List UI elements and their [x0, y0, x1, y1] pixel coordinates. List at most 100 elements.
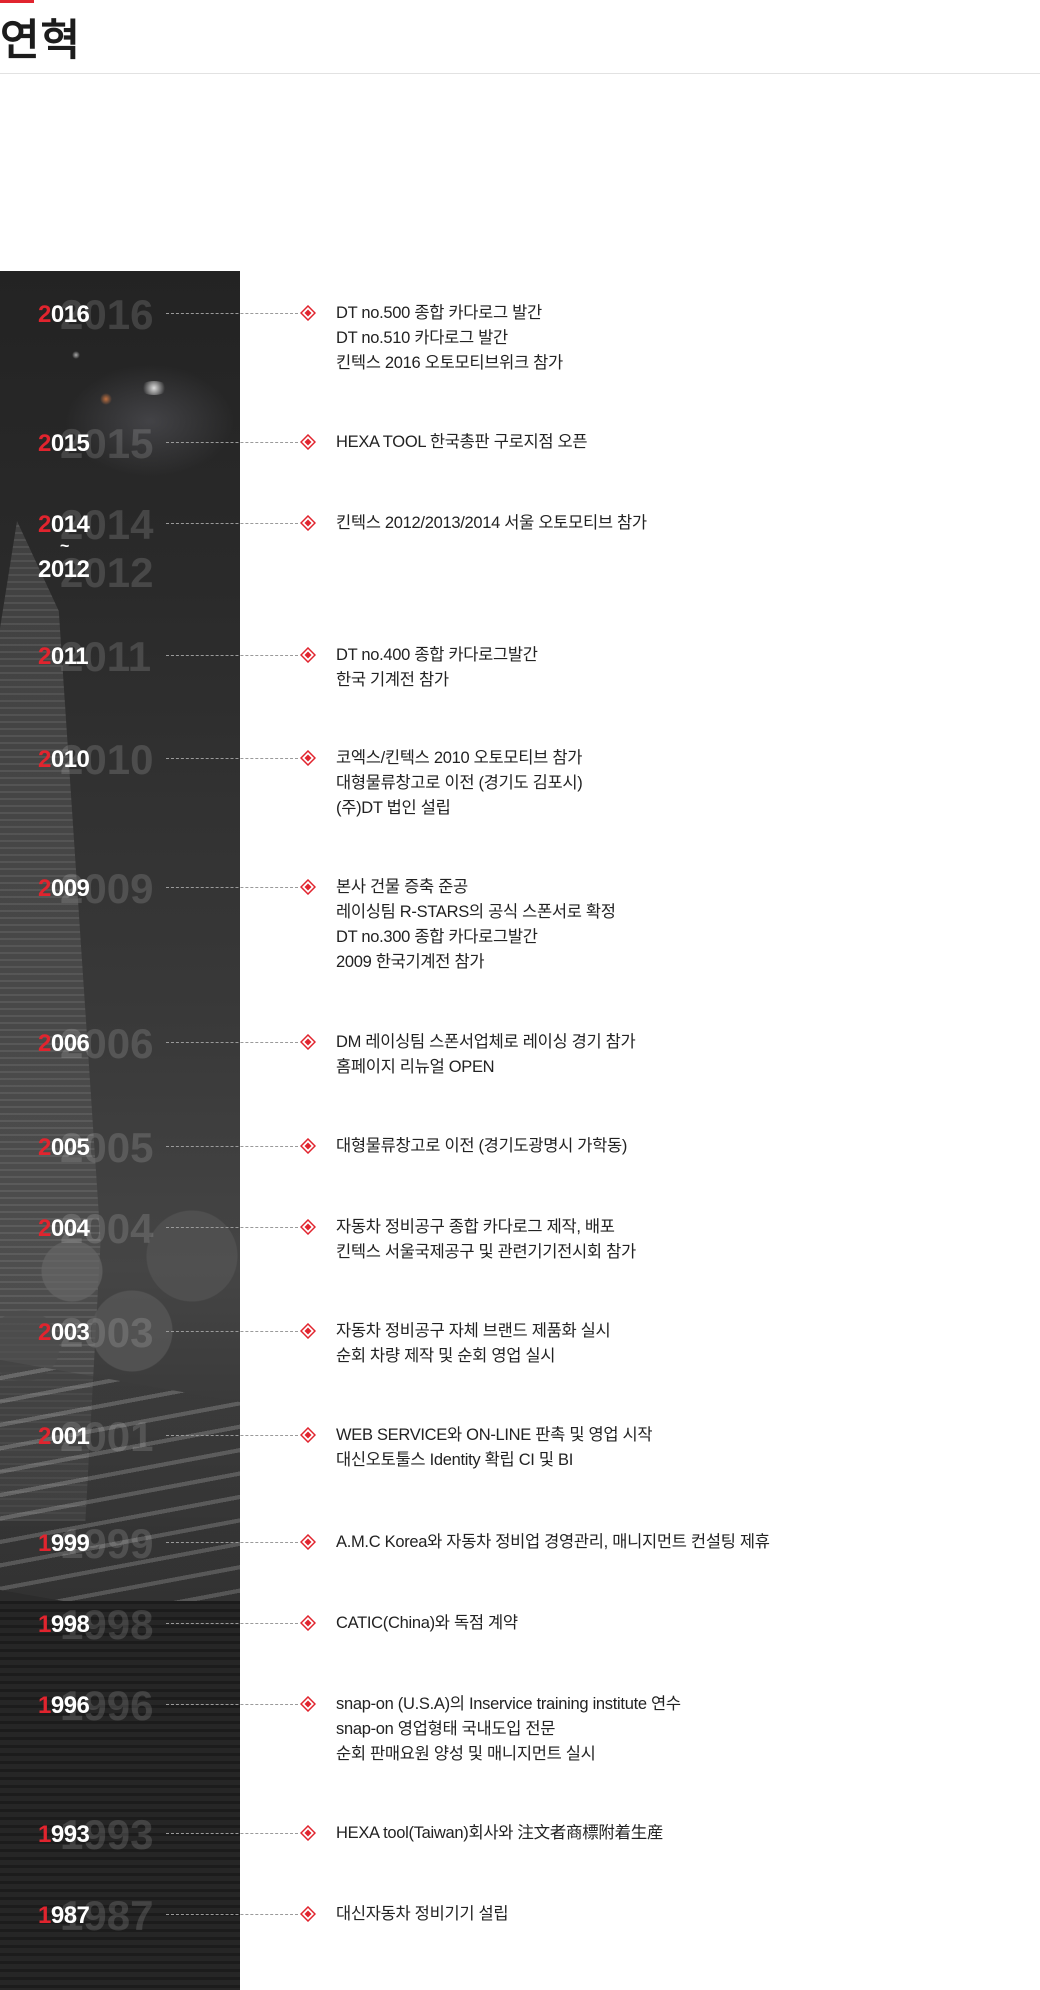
diamond-marker-icon — [300, 1615, 316, 1631]
year-watermark: 1999 — [60, 1520, 154, 1567]
diamond-marker-icon — [300, 1906, 316, 1922]
event-list: WEB SERVICE와 ON-LINE 판촉 및 영업 시작 대신오토툴스 Id… — [336, 1423, 1016, 1473]
event-item: HEXA tool(Taiwan)회사와 注文者商標附着生産 — [336, 1824, 664, 1842]
lens-flare — [100, 393, 112, 405]
event-list: 킨텍스 2012/2013/2014 서울 오토모티브 참가 — [336, 511, 1016, 536]
year-first-digit: 2 — [38, 746, 51, 773]
timeline-connector-line — [166, 442, 298, 443]
event-item: snap-on (U.S.A)의 Inservice training inst… — [336, 1695, 681, 1713]
year-rest-digits: 005 — [50, 1134, 90, 1161]
event-list: 자동차 정비공구 종합 카다로그 제작, 배포 킨텍스 서울국제공구 및 관련기기… — [336, 1215, 1016, 1265]
event-list: HEXA TOOL 한국총판 구로지점 오픈 — [336, 430, 1016, 455]
event-list: DT no.400 종합 카다로그발간 한국 기계전 참가 — [336, 643, 1016, 693]
year-first-digit: 2 — [38, 301, 51, 328]
year-watermark: 2006 — [60, 1020, 154, 1067]
year-first-digit: 2 — [38, 1134, 51, 1161]
year-first-digit: 2 — [38, 1030, 51, 1057]
year-rest-digits: 006 — [50, 1030, 90, 1057]
diamond-marker-icon — [300, 1034, 316, 1050]
year-rest-digits: 993 — [50, 1821, 90, 1848]
timeline-connector-line — [166, 1146, 298, 1147]
diamond-marker-icon — [300, 1825, 316, 1841]
diamond-marker-icon — [300, 1323, 316, 1339]
year-label: 2009 — [38, 873, 168, 904]
water-image — [0, 1601, 240, 1990]
event-item: 코엑스/킨텍스 2010 오토모티브 참가 — [336, 749, 583, 767]
year-watermark: 2005 — [60, 1124, 154, 1171]
diamond-marker-icon — [300, 305, 316, 321]
lens-flare — [140, 381, 168, 395]
timeline-connector-line — [166, 1042, 298, 1043]
year-watermark: 1996 — [60, 1682, 154, 1729]
year-rest-digits: 987 — [50, 1902, 90, 1929]
event-item: CATIC(China)와 독점 계약 — [336, 1614, 518, 1632]
event-item: HEXA TOOL 한국총판 구로지점 오픈 — [336, 433, 588, 451]
page-title: 연혁 — [0, 16, 82, 66]
year-first-digit: 1 — [38, 1611, 51, 1638]
year-first-digit: 2 — [38, 643, 51, 670]
year-label: 2015 — [38, 428, 168, 459]
year-label: 2001 — [38, 1421, 168, 1452]
year-rest-digits: 014 — [50, 511, 90, 538]
event-item: 순회 차량 제작 및 순회 영업 실시 — [336, 1347, 556, 1365]
diamond-marker-icon — [300, 1534, 316, 1550]
page-header: 연혁 — [0, 0, 1040, 74]
event-item: 본사 건물 증축 준공 — [336, 878, 468, 896]
event-item: 2009 한국기계전 참가 — [336, 953, 485, 971]
event-list: DT no.500 종합 카다로그 발간 DT no.510 카다로그 발간 킨텍스… — [336, 301, 1016, 376]
year-label: 2014 ~2012 — [38, 509, 168, 585]
header-accent-bar — [0, 0, 34, 3]
event-item: 대신자동차 정비기기 설립 — [336, 1905, 509, 1923]
timeline-connector-line — [166, 1914, 298, 1915]
timeline-connector-line — [166, 1833, 298, 1834]
year-first-digit: 2 — [38, 430, 51, 457]
year-first-digit: 1 — [38, 1692, 51, 1719]
diamond-marker-icon — [300, 1138, 316, 1154]
year-watermark: 2001 — [60, 1413, 154, 1460]
year-rest-digits: 003 — [50, 1319, 90, 1346]
year-watermark: 2009 — [60, 865, 154, 912]
year-first-digit: 2 — [38, 511, 51, 538]
diamond-marker-icon — [300, 1696, 316, 1712]
year-rest-digits: 016 — [50, 301, 90, 328]
event-item: WEB SERVICE와 ON-LINE 판촉 및 영업 시작 — [336, 1426, 653, 1444]
diamond-marker-icon — [300, 1219, 316, 1235]
year-first-digit: 2 — [38, 1319, 51, 1346]
year-watermark: 2010 — [60, 736, 154, 783]
year-label: 2016 — [38, 299, 168, 330]
history-background-panel — [0, 271, 240, 1990]
event-item: DT no.500 종합 카다로그 발간 — [336, 304, 542, 322]
event-item: 한국 기계전 참가 — [336, 671, 449, 689]
event-item: DM 레이싱팀 스폰서업체로 레이싱 경기 참가 — [336, 1033, 636, 1051]
year-rest-digits: 001 — [50, 1423, 90, 1450]
trees-image — [0, 1151, 240, 1451]
year-rest-digits: 004 — [50, 1215, 90, 1242]
event-list: HEXA tool(Taiwan)회사와 注文者商標附着生産 — [336, 1821, 1016, 1846]
timeline-connector-line — [166, 1331, 298, 1332]
timeline-connector-line — [166, 1704, 298, 1705]
year-label: 2006 — [38, 1028, 168, 1059]
year-label: 2011 — [38, 641, 168, 672]
year-watermark: 1987 — [60, 1892, 154, 1939]
year-rest-digits: 009 — [50, 875, 90, 902]
year-first-digit: 1 — [38, 1902, 51, 1929]
year-label: 1998 — [38, 1609, 168, 1640]
timeline-connector-line — [166, 1435, 298, 1436]
year-label: 2010 — [38, 744, 168, 775]
event-item: (주)DT 법인 설립 — [336, 799, 451, 817]
year-watermark: 2003 — [60, 1309, 154, 1356]
timeline-connector-line — [166, 758, 298, 759]
event-list: A.M.C Korea와 자동차 정비업 경영관리, 매니지먼트 컨설팅 제휴 — [336, 1530, 1016, 1555]
year-first-digit: 2 — [38, 875, 51, 902]
year-range-end: 2012 — [38, 556, 90, 584]
year-watermark: 2011 — [60, 633, 152, 680]
diamond-marker-icon — [300, 647, 316, 663]
event-list: CATIC(China)와 독점 계약 — [336, 1611, 1016, 1636]
year-first-digit: 2 — [38, 1215, 51, 1242]
event-item: 대형물류창고로 이전 (경기도광명시 가학동) — [336, 1137, 628, 1155]
year-watermark: 2004 — [60, 1205, 154, 1252]
event-item: 자동차 정비공구 자체 브랜드 제품화 실시 — [336, 1322, 611, 1340]
year-rest-digits: 998 — [50, 1611, 90, 1638]
year-label: 2003 — [38, 1317, 168, 1348]
